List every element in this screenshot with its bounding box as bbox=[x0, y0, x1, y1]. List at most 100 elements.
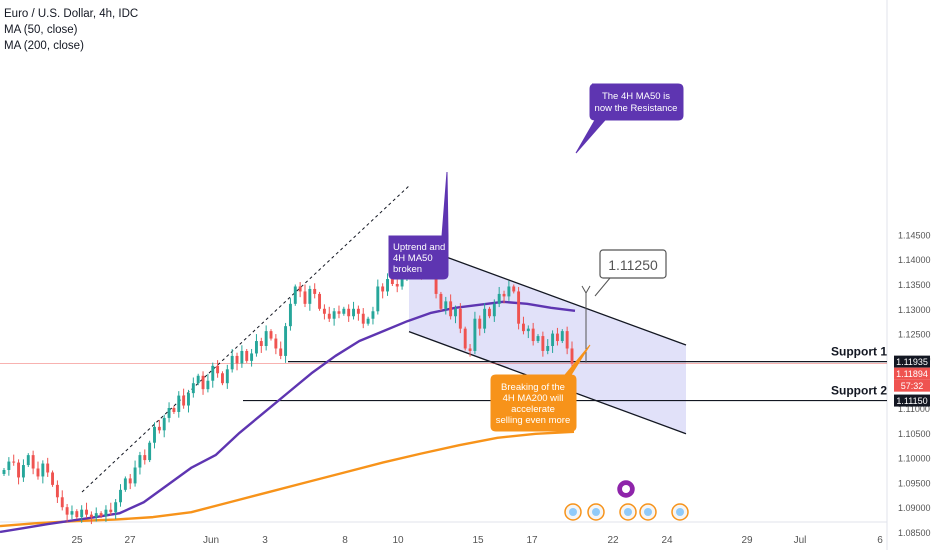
candle-body bbox=[488, 308, 491, 317]
x-tick-label: Jun bbox=[203, 535, 219, 546]
candle-body bbox=[400, 274, 404, 287]
x-tick-label: 22 bbox=[607, 535, 619, 546]
candle-body bbox=[187, 393, 190, 406]
candle-body bbox=[70, 511, 74, 515]
candle-body bbox=[390, 279, 394, 284]
candle-body bbox=[225, 369, 229, 384]
candle-body bbox=[497, 293, 501, 304]
callout-uptrend-text3: broken bbox=[393, 264, 422, 275]
candle-body bbox=[80, 509, 84, 518]
candle-body bbox=[492, 303, 496, 317]
candle-body bbox=[376, 286, 380, 312]
candle-body bbox=[250, 353, 254, 361]
ma200-line bbox=[0, 430, 575, 528]
target-pointer bbox=[594, 277, 611, 297]
price-tag-label: 1.11894 bbox=[896, 369, 928, 379]
candle-body bbox=[303, 291, 307, 304]
y-tick-label: 1.08500 bbox=[898, 528, 931, 538]
candle-body bbox=[148, 442, 152, 461]
candle-body bbox=[104, 509, 108, 517]
economic-event-icon-inner bbox=[622, 485, 630, 493]
candle-body bbox=[288, 303, 292, 327]
candle-body bbox=[284, 326, 288, 356]
candle-body bbox=[89, 514, 93, 518]
callout-ma200-text1: Breaking of the bbox=[501, 382, 565, 393]
candle-body bbox=[21, 465, 25, 478]
economic-event-icon-inner bbox=[569, 508, 577, 516]
y-tick-label: 1.14500 bbox=[898, 230, 931, 240]
candle-body bbox=[473, 318, 477, 351]
candle-body bbox=[254, 341, 258, 354]
candle-body bbox=[65, 507, 69, 515]
ma200-legend[interactable]: MA (200, close) bbox=[4, 40, 84, 52]
candle-body bbox=[172, 408, 176, 412]
candle-body bbox=[551, 333, 555, 346]
target-arrow-head bbox=[581, 285, 591, 295]
callout-ma200-text4: selling even more bbox=[496, 415, 570, 426]
candle-body bbox=[536, 336, 540, 342]
candle-body bbox=[138, 455, 142, 468]
price-tag-label: 1.11150 bbox=[896, 396, 927, 406]
economic-event-icon-inner bbox=[624, 508, 632, 516]
callout-ma50-text2: now the Resistance bbox=[595, 103, 678, 114]
candle-body bbox=[444, 301, 448, 309]
uptrend-line bbox=[81, 184, 411, 493]
candle-body bbox=[386, 279, 389, 292]
candle-body bbox=[565, 331, 569, 349]
candle-body bbox=[449, 301, 453, 317]
candle-body bbox=[555, 333, 559, 342]
candle-body bbox=[381, 286, 385, 292]
candle-body bbox=[332, 311, 336, 319]
x-tick-label: 17 bbox=[526, 535, 538, 546]
support1-label: Support 1 bbox=[831, 345, 887, 359]
y-tick-label: 1.09500 bbox=[898, 478, 931, 488]
candle-body bbox=[230, 355, 234, 370]
candle-body bbox=[17, 462, 21, 478]
candle-body bbox=[458, 308, 462, 329]
candle-body bbox=[546, 346, 550, 351]
economic-event-icon-inner bbox=[676, 508, 684, 516]
callout-ma200-box bbox=[490, 344, 591, 432]
price-tag-box bbox=[894, 355, 930, 368]
candle-body bbox=[269, 331, 273, 339]
candle-body bbox=[128, 478, 132, 484]
callout-ma50-box bbox=[575, 83, 684, 154]
y-tick-label: 1.10000 bbox=[898, 454, 931, 464]
y-tick-label: 1.09000 bbox=[898, 503, 931, 513]
candle-body bbox=[439, 293, 443, 309]
callout-ma200-text2: 4H MA200 will bbox=[503, 393, 564, 404]
candle-body bbox=[371, 311, 375, 319]
descending-channel-area bbox=[409, 243, 686, 434]
candle-body bbox=[361, 313, 365, 324]
callout-uptrend-text2: 4H MA50 bbox=[393, 253, 433, 264]
x-tick-label: 25 bbox=[71, 535, 83, 546]
candle-body bbox=[245, 350, 249, 361]
x-tick-label: 8 bbox=[342, 535, 348, 546]
symbol-title[interactable]: Euro / U.S. Dollar, 4h, IDC bbox=[4, 8, 139, 20]
candle-body bbox=[99, 513, 103, 517]
price-tag-box bbox=[894, 367, 930, 380]
candle-body bbox=[347, 308, 351, 317]
candle-body bbox=[216, 365, 220, 374]
candle-body bbox=[313, 288, 317, 294]
channel-upper-line bbox=[408, 242, 687, 346]
candle-body bbox=[60, 497, 64, 508]
x-tick-label: Jul bbox=[794, 535, 807, 546]
ma50-legend[interactable]: MA (50, close) bbox=[4, 24, 78, 36]
candle-body bbox=[259, 341, 263, 346]
chart-legend: Euro / U.S. Dollar, 4h, IDC MA (50, clos… bbox=[4, 6, 138, 54]
candle-body bbox=[274, 338, 278, 349]
x-tick-label: 3 bbox=[262, 535, 268, 546]
y-tick-label: 1.10500 bbox=[898, 429, 931, 439]
candle-body bbox=[191, 383, 195, 394]
callout-uptrend-text1: Uptrend and bbox=[393, 242, 445, 253]
support2-label: Support 2 bbox=[831, 384, 887, 398]
candle-body bbox=[279, 348, 283, 356]
candle-body bbox=[483, 308, 487, 329]
candle-body bbox=[201, 375, 205, 390]
x-tick-label: 6 bbox=[877, 535, 883, 546]
candle-body bbox=[114, 502, 118, 513]
candle-body bbox=[293, 286, 297, 304]
